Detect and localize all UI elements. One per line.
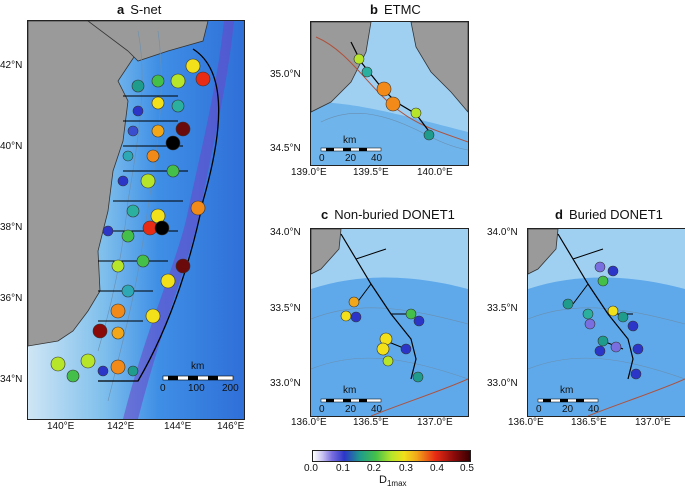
scale-b-tick-1: 20 bbox=[345, 153, 357, 164]
scale-d-tick-2: 40 bbox=[588, 404, 600, 415]
colorbar bbox=[312, 450, 471, 462]
panel-a-letter: a bbox=[117, 2, 125, 17]
panel-d-name: Buried DONET1 bbox=[568, 207, 663, 222]
scale-d-tick-0: 0 bbox=[536, 404, 542, 415]
panel-d-lon-tick-0: 136.0°E bbox=[508, 417, 544, 428]
panel-c-letter: c bbox=[321, 207, 329, 222]
scale-b-tick-0: 0 bbox=[319, 153, 325, 164]
panel-a-lat-tick-3: 36°N bbox=[0, 293, 23, 304]
scale-bar-a bbox=[162, 375, 234, 381]
panel-b-letter: b bbox=[370, 2, 378, 17]
panel-b-title: b ETMC bbox=[370, 2, 421, 17]
panel-d-lat-tick-2: 33.0°N bbox=[487, 378, 518, 389]
panel-a-lon-tick-3: 146°E bbox=[217, 421, 245, 432]
scale-a-tick-1: 100 bbox=[188, 383, 205, 394]
snet-stations bbox=[50, 58, 211, 383]
panel-c-lat-tick-2: 33.0°N bbox=[270, 378, 301, 389]
panel-a-name: S-net bbox=[130, 2, 162, 17]
panel-a-lon-tick-2: 144°E bbox=[164, 421, 192, 432]
panel-c-name: Non-buried DONET1 bbox=[334, 207, 455, 222]
panel-b-lat-tick-1: 34.5°N bbox=[270, 143, 301, 154]
panel-b-lon-tick-2: 140.0°E bbox=[417, 167, 453, 178]
map-panel-b: km 0 20 40 bbox=[310, 21, 469, 166]
panel-d-letter: d bbox=[555, 207, 563, 222]
scale-b-unit: km bbox=[343, 135, 357, 146]
map-panel-d: km 0 20 40 bbox=[527, 228, 685, 417]
panel-c-lon-tick-1: 136.5°E bbox=[353, 417, 389, 428]
panel-d-lat-tick-1: 33.5°N bbox=[487, 303, 518, 314]
panel-c-title: c Non-buried DONET1 bbox=[321, 207, 455, 222]
panel-a-lon-tick-0: 140°E bbox=[47, 421, 75, 432]
scale-a-tick-2: 200 bbox=[222, 383, 239, 394]
map-panel-a: km 0 100 200 bbox=[27, 20, 245, 420]
panel-b-lon-tick-1: 139.5°E bbox=[353, 167, 389, 178]
panel-a-lat-tick-0: 42°N bbox=[0, 60, 23, 71]
scale-c-tick-2: 40 bbox=[371, 404, 383, 415]
scale-d-tick-1: 20 bbox=[562, 404, 574, 415]
colorbar-tick-4: 0.4 bbox=[430, 463, 444, 474]
panel-c-lon-tick-0: 136.0°E bbox=[291, 417, 327, 428]
panel-a-lat-tick-2: 38°N bbox=[0, 222, 23, 233]
panel-d-lat-tick-0: 34.0°N bbox=[487, 227, 518, 238]
panel-a-lat-tick-4: 34°N bbox=[0, 374, 23, 385]
panel-d-lon-tick-2: 137.0°E bbox=[635, 417, 671, 428]
scale-a-unit: km bbox=[191, 361, 205, 372]
panel-d-lon-tick-1: 136.5°E bbox=[571, 417, 607, 428]
panel-c-lat-tick-0: 34.0°N bbox=[270, 227, 301, 238]
colorbar-tick-1: 0.1 bbox=[336, 463, 350, 474]
scale-b-tick-2: 40 bbox=[371, 153, 383, 164]
scale-c-tick-0: 0 bbox=[319, 404, 325, 415]
colorbar-label-main: D bbox=[379, 474, 387, 486]
colorbar-tick-0: 0.0 bbox=[304, 463, 318, 474]
scale-d-unit: km bbox=[560, 385, 574, 396]
colorbar-tick-5: 0.5 bbox=[460, 463, 474, 474]
colorbar-label-sub: 1max bbox=[386, 479, 407, 488]
panel-a-lat-tick-1: 40°N bbox=[0, 141, 23, 152]
panel-a-lon-tick-1: 142°E bbox=[107, 421, 135, 432]
colorbar-tick-2: 0.2 bbox=[367, 463, 381, 474]
scale-a-tick-0: 0 bbox=[160, 383, 166, 394]
panel-b-lat-tick-0: 35.0°N bbox=[270, 69, 301, 80]
colorbar-label: D1max bbox=[379, 474, 407, 488]
colorbar-tick-3: 0.3 bbox=[399, 463, 413, 474]
panel-a-title: a S-net bbox=[117, 2, 161, 17]
scale-c-tick-1: 20 bbox=[345, 404, 357, 415]
panel-b-name: ETMC bbox=[383, 2, 421, 17]
panel-c-lon-tick-2: 137.0°E bbox=[417, 417, 453, 428]
scale-c-unit: km bbox=[343, 385, 357, 396]
map-panel-c: km 0 20 40 bbox=[310, 228, 469, 417]
panel-c-lat-tick-1: 33.5°N bbox=[270, 303, 301, 314]
panel-b-lon-tick-0: 139.0°E bbox=[291, 167, 327, 178]
panel-d-title: d Buried DONET1 bbox=[555, 207, 663, 222]
